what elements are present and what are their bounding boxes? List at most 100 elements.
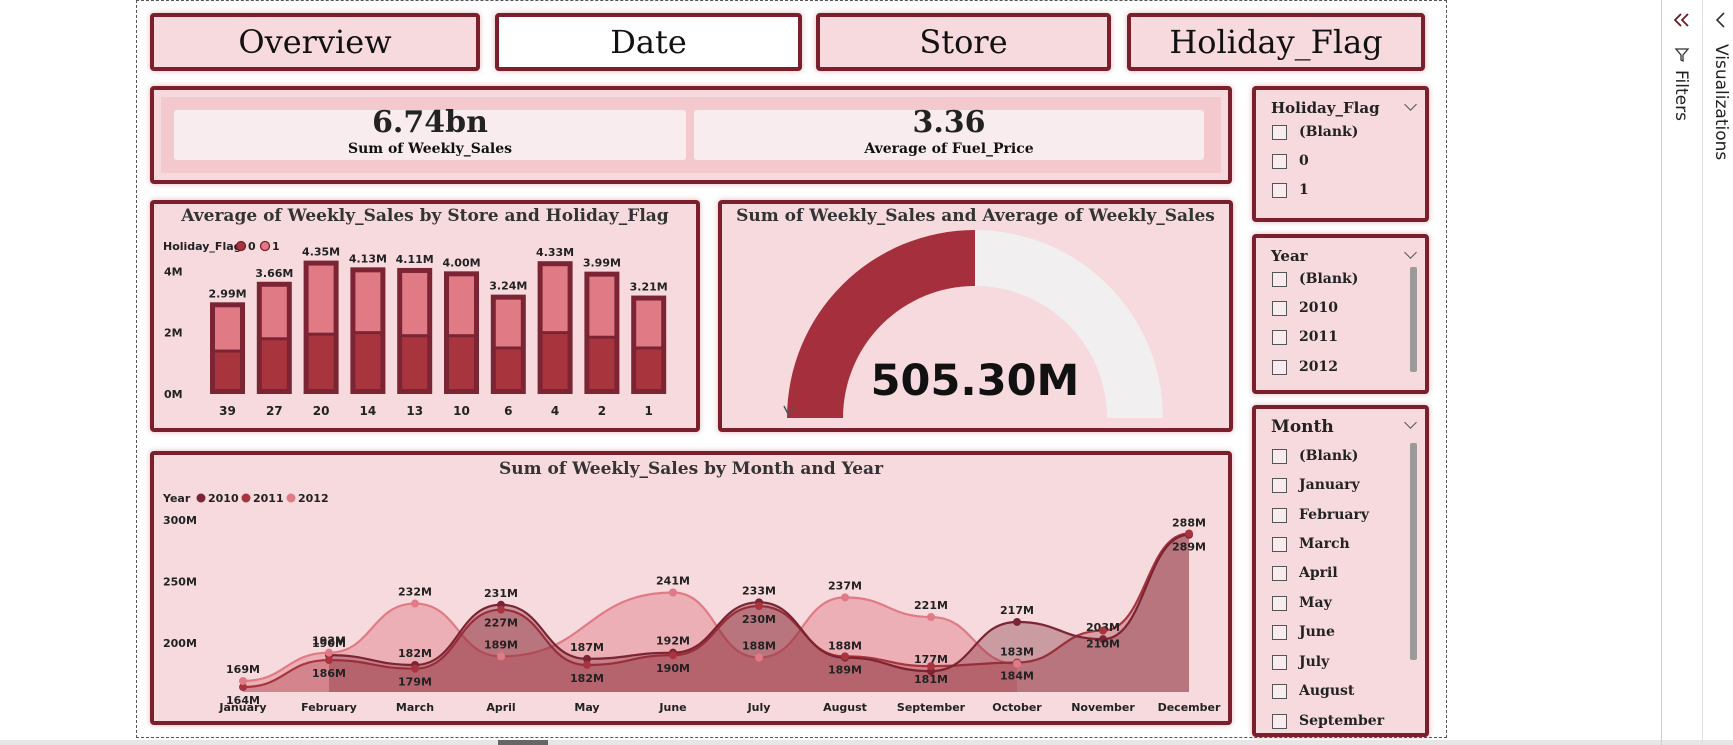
checkbox[interactable] bbox=[1272, 565, 1287, 581]
checkbox[interactable] bbox=[1272, 507, 1287, 523]
y-tick-label: 300M bbox=[163, 514, 197, 527]
checkbox[interactable] bbox=[1272, 300, 1287, 316]
slicer-item[interactable]: 2010 bbox=[1272, 298, 1338, 318]
x-tick-label: 4 bbox=[551, 404, 559, 418]
gauge-chart[interactable]: 505.30M bbox=[722, 228, 1229, 428]
filter-funnel-icon[interactable] bbox=[1673, 46, 1691, 64]
slicer-item[interactable]: 1 bbox=[1272, 180, 1309, 200]
checkbox[interactable] bbox=[1272, 536, 1287, 552]
expand-chevron-left-icon[interactable] bbox=[1711, 10, 1731, 30]
chevron-down-icon[interactable] bbox=[1404, 246, 1417, 259]
data-point bbox=[1099, 635, 1107, 644]
x-tick-label: May bbox=[574, 701, 599, 714]
point-data-label: 217M bbox=[1000, 604, 1034, 617]
slicer-item-label: July bbox=[1299, 654, 1330, 670]
y-tick-label: 200M bbox=[163, 637, 197, 650]
slicer-scrollbar[interactable] bbox=[1410, 443, 1417, 660]
x-tick-label: 1 bbox=[645, 404, 653, 418]
area-chart[interactable]: Year 2010 2011 2012 200M 250M 300M 190M 182M 231M… bbox=[154, 482, 1228, 721]
page-tab-indicator[interactable] bbox=[498, 740, 548, 745]
slicer-item[interactable]: August bbox=[1272, 681, 1354, 701]
point-data-label: 232M bbox=[398, 586, 432, 599]
month-slicer[interactable]: Month (Blank) January February March Apr… bbox=[1252, 405, 1429, 737]
data-point bbox=[1185, 529, 1193, 538]
slicer-item[interactable]: January bbox=[1272, 475, 1360, 495]
bar-series-1 bbox=[449, 276, 474, 335]
checkbox[interactable] bbox=[1272, 329, 1287, 345]
filters-pane-label[interactable]: Filters bbox=[1671, 70, 1691, 121]
collapse-double-chevron-left-icon[interactable] bbox=[1672, 10, 1692, 30]
series-area bbox=[243, 533, 1189, 692]
data-point bbox=[325, 648, 333, 657]
checkbox[interactable] bbox=[1272, 713, 1287, 729]
x-tick-label: 13 bbox=[406, 404, 423, 418]
visualizations-pane-label[interactable]: Visualizations bbox=[1711, 44, 1731, 161]
slicer-item-label: August bbox=[1299, 683, 1355, 699]
slicer-item[interactable]: June bbox=[1272, 622, 1335, 642]
point-data-label: 210M bbox=[1086, 638, 1120, 651]
bar-series-0 bbox=[355, 334, 381, 389]
slicer-item-label: April bbox=[1299, 565, 1338, 581]
checkbox[interactable] bbox=[1272, 477, 1287, 493]
data-point bbox=[927, 662, 935, 671]
slicer-item[interactable]: (Blank) bbox=[1272, 122, 1358, 142]
slicer-item[interactable]: 0 bbox=[1272, 151, 1309, 171]
data-point bbox=[669, 588, 677, 597]
point-data-label: 190M bbox=[656, 662, 690, 675]
slicer-item[interactable]: 2011 bbox=[1272, 327, 1338, 347]
holiday-flag-slicer[interactable]: Holiday_Flag (Blank) 0 1 bbox=[1252, 86, 1429, 222]
slicer-item[interactable]: (Blank) bbox=[1272, 446, 1358, 466]
slicer-item[interactable]: May bbox=[1272, 593, 1332, 613]
data-point bbox=[841, 652, 849, 661]
nav-date-button[interactable]: Date bbox=[495, 13, 802, 71]
kpi-value: 3.36 bbox=[912, 105, 986, 140]
checkbox[interactable] bbox=[1272, 595, 1287, 611]
kpi-card-weekly-sales: 6.74bn Sum of Weekly_Sales bbox=[174, 106, 686, 160]
checkbox[interactable] bbox=[1272, 654, 1287, 670]
checkbox[interactable] bbox=[1272, 683, 1287, 699]
slicer-item[interactable]: September bbox=[1272, 711, 1384, 731]
bar-chart-title: Average of Weekly_Sales by Store and Hol… bbox=[181, 206, 669, 226]
chevron-down-icon[interactable] bbox=[1404, 416, 1417, 429]
legend-marker bbox=[286, 493, 296, 503]
point-data-label: 192M bbox=[656, 635, 690, 648]
chevron-down-icon[interactable] bbox=[1404, 98, 1417, 111]
slicer-item-label: 0 bbox=[1299, 153, 1309, 169]
checkbox[interactable] bbox=[1272, 624, 1287, 640]
slicer-scrollbar[interactable] bbox=[1410, 267, 1417, 372]
nav-overview-button[interactable]: Overview bbox=[150, 13, 480, 71]
point-data-label: 189M bbox=[828, 663, 862, 676]
area-chart-panel[interactable] bbox=[150, 451, 1232, 725]
point-data-label: 182M bbox=[570, 672, 604, 685]
page-tab-strip bbox=[0, 740, 1733, 745]
data-point bbox=[583, 654, 591, 663]
bar-series-1 bbox=[589, 276, 615, 336]
slicer-item[interactable]: April bbox=[1272, 563, 1338, 583]
x-tick-label: March bbox=[396, 701, 434, 714]
bar-series-0 bbox=[589, 338, 615, 389]
checkbox[interactable] bbox=[1272, 448, 1287, 464]
bar-series-0 bbox=[449, 337, 474, 389]
checkbox[interactable] bbox=[1272, 359, 1287, 375]
point-data-label: 188M bbox=[742, 640, 776, 653]
nav-store-button[interactable]: Store bbox=[816, 13, 1111, 71]
slicer-item[interactable]: February bbox=[1272, 505, 1369, 525]
year-slicer[interactable]: Year (Blank) 2010 2011 2012 bbox=[1252, 234, 1429, 394]
data-point bbox=[755, 602, 763, 610]
x-tick-label: 27 bbox=[266, 404, 283, 418]
checkbox[interactable] bbox=[1272, 182, 1287, 198]
checkbox[interactable] bbox=[1272, 271, 1287, 287]
nav-holiday-flag-button[interactable]: Holiday_Flag bbox=[1127, 13, 1425, 71]
slicer-item[interactable]: (Blank) bbox=[1272, 269, 1358, 289]
checkbox[interactable] bbox=[1272, 124, 1287, 140]
point-data-label: 189M bbox=[484, 638, 518, 651]
slicer-item-label: March bbox=[1299, 536, 1350, 552]
bar-chart[interactable]: Holiday_Flag 0 1 0M 2M 4M 2.99M 39 3.66M 27 4.35M 2… bbox=[154, 230, 696, 428]
slicer-item[interactable]: March bbox=[1272, 534, 1350, 554]
bar-data-label: 4.11M bbox=[396, 253, 434, 266]
point-data-label: 179M bbox=[398, 676, 432, 689]
y-tick-label: 4M bbox=[164, 265, 183, 278]
slicer-item[interactable]: 2012 bbox=[1272, 357, 1338, 377]
checkbox[interactable] bbox=[1272, 153, 1287, 169]
slicer-item[interactable]: July bbox=[1272, 652, 1329, 672]
